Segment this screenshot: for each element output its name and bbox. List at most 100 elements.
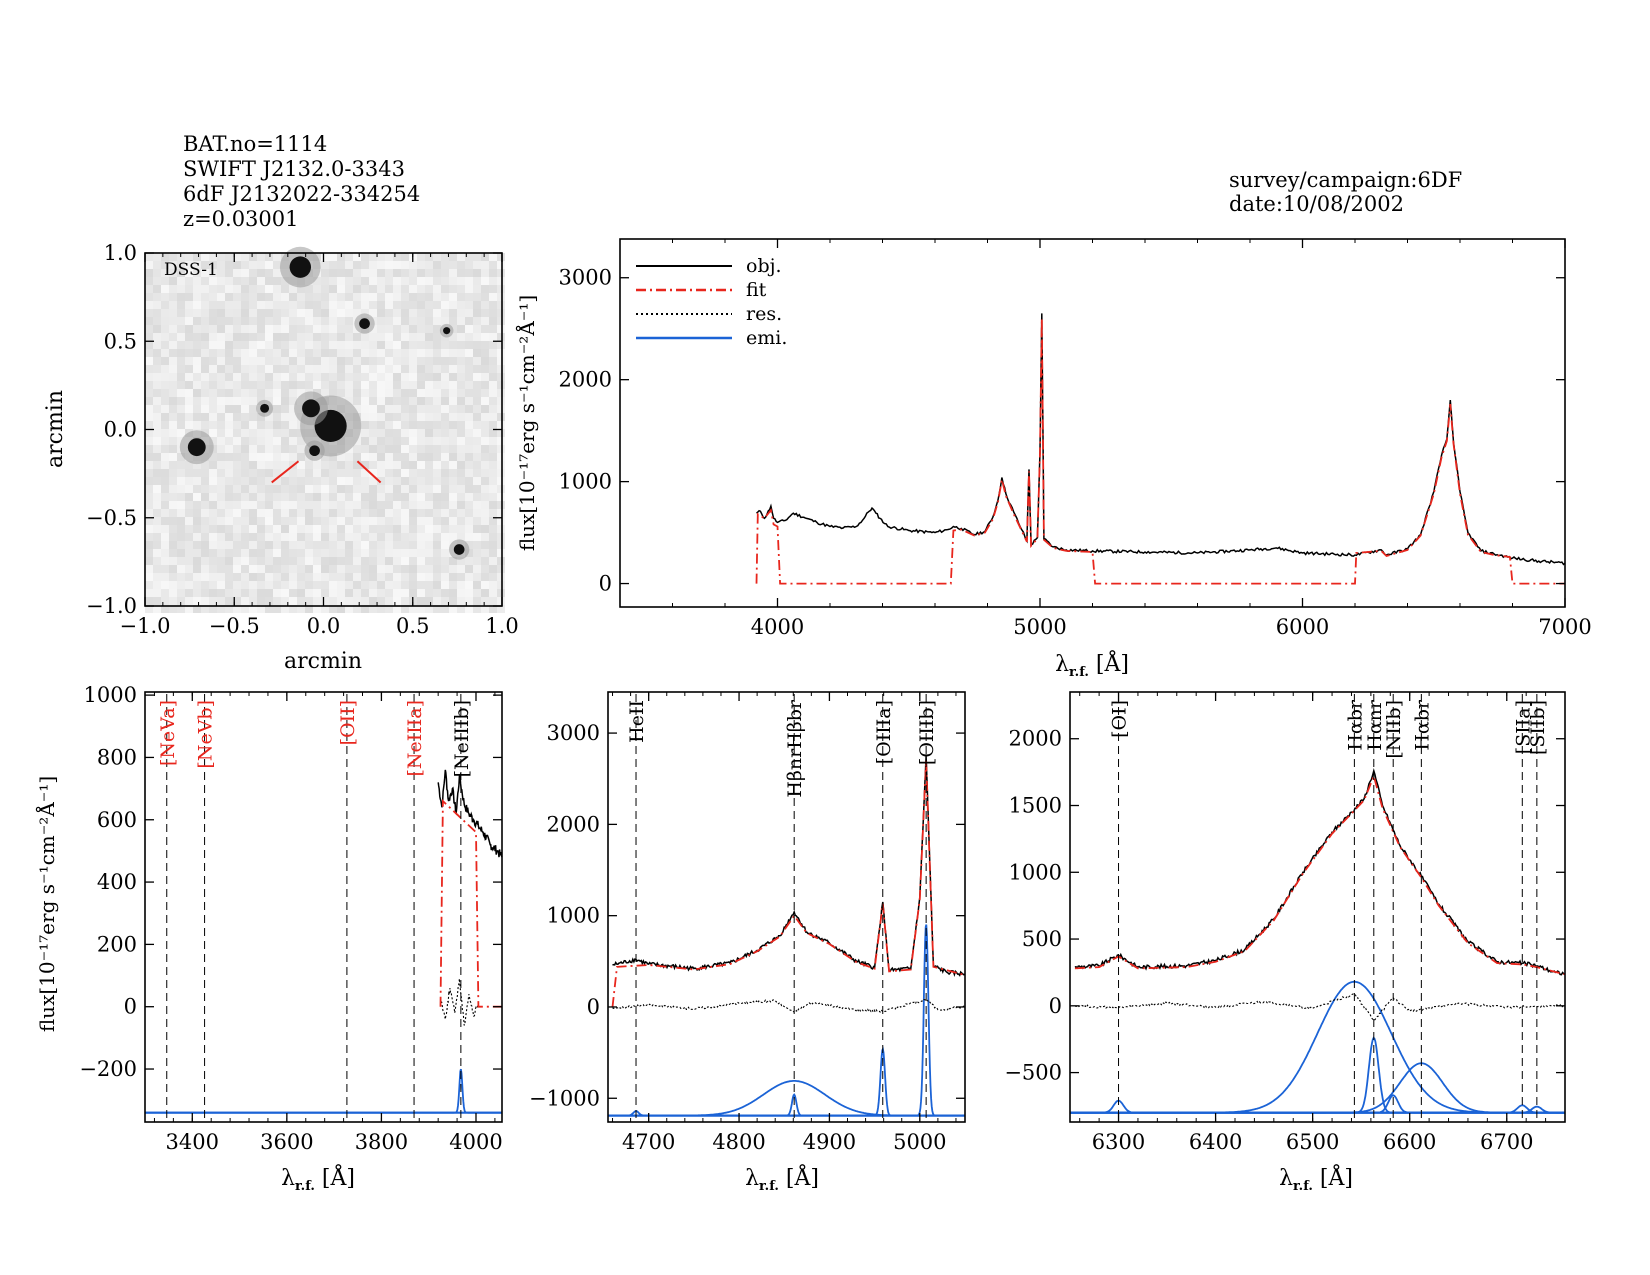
image-pixel (297, 517, 305, 525)
image-pixel (321, 333, 329, 341)
image-pixel (225, 477, 233, 485)
image-pixel (225, 445, 233, 453)
image-pixel (249, 309, 257, 317)
image-pixel (241, 253, 249, 261)
image-pixel (449, 461, 457, 469)
image-pixel (281, 549, 289, 557)
image-pixel (329, 293, 337, 301)
line-label: Hαnr (1364, 699, 1386, 751)
image-pixel (281, 389, 289, 397)
image-pixel (193, 285, 201, 293)
image-pixel (297, 325, 305, 333)
image-pixel (489, 597, 497, 605)
image-pixel (425, 365, 433, 373)
image-pixel (441, 453, 449, 461)
image-pixel (289, 397, 297, 405)
image-pixel (401, 453, 409, 461)
image-pixel (489, 253, 497, 261)
image-pixel (393, 301, 401, 309)
image-pixel (393, 397, 401, 405)
image-pixel (217, 333, 225, 341)
image-pixel (441, 525, 449, 533)
image-pixel (409, 549, 417, 557)
image-pixel (361, 533, 369, 541)
image-pixel (385, 469, 393, 477)
image-pixel (481, 373, 489, 381)
image-pixel (297, 301, 305, 309)
image-pixel (217, 525, 225, 533)
image-pixel (417, 317, 425, 325)
image-pixel (153, 589, 161, 597)
image-pixel (409, 557, 417, 565)
image-pixel (409, 469, 417, 477)
image-pixel (369, 269, 377, 277)
image-pixel (393, 365, 401, 373)
image-pixel (233, 405, 241, 413)
image-pixel (257, 317, 265, 325)
image-pixel (169, 453, 177, 461)
image-pixel (297, 493, 305, 501)
image-source (443, 327, 451, 335)
image-pixel (409, 573, 417, 581)
image-pixel (409, 261, 417, 269)
image-pixel (441, 397, 449, 405)
image-pixel (265, 373, 273, 381)
image-pixel (249, 253, 257, 261)
image-pixel (249, 509, 257, 517)
image-pixel (273, 269, 281, 277)
image-pixel (337, 389, 345, 397)
image-pixel (161, 285, 169, 293)
image-pixel (193, 525, 201, 533)
image-pixel (201, 541, 209, 549)
image-pixel (385, 597, 393, 605)
image-pixel (449, 509, 457, 517)
image-pixel (433, 445, 441, 453)
image-pixel (153, 453, 161, 461)
xlabel-sub: r.f. (1069, 665, 1089, 680)
image-pixel (337, 541, 345, 549)
image-pixel (321, 285, 329, 293)
image-pixel (361, 477, 369, 485)
image-pixel (497, 397, 505, 405)
image-pixel (241, 493, 249, 501)
image-pixel (329, 533, 337, 541)
image-pixel (465, 533, 473, 541)
image-pixel (345, 469, 353, 477)
image-pixel (361, 357, 369, 365)
image-pixel (305, 469, 313, 477)
image-pixel (305, 485, 313, 493)
image-pixel (489, 277, 497, 285)
image-pixel (377, 445, 385, 453)
image-pixel (377, 469, 385, 477)
image-pixel (217, 541, 225, 549)
image-pixel (225, 461, 233, 469)
image-pixel (185, 573, 193, 581)
image-pixel (201, 381, 209, 389)
image-pixel (417, 445, 425, 453)
image-pixel (217, 317, 225, 325)
image-pixel (153, 557, 161, 565)
image-pixel (217, 357, 225, 365)
image-pixel (209, 357, 217, 365)
y-tick-label: 0 (599, 572, 612, 596)
image-pixel (281, 373, 289, 381)
image-pixel (417, 589, 425, 597)
image-pixel (489, 285, 497, 293)
image-pixel (441, 565, 449, 573)
image-pixel (481, 389, 489, 397)
image-pixel (345, 573, 353, 581)
image-pixel (233, 333, 241, 341)
image-pixel (249, 277, 257, 285)
image-pixel (281, 333, 289, 341)
image-pixel (313, 605, 321, 613)
image-pixel (193, 269, 201, 277)
image-pixel (145, 413, 153, 421)
image-pixel (241, 317, 249, 325)
image-pixel (153, 341, 161, 349)
image-pixel (489, 573, 497, 581)
image-pixel (457, 253, 465, 261)
image-pixel (465, 589, 473, 597)
emission-component (1070, 980, 1565, 1114)
image-pixel (225, 429, 233, 437)
